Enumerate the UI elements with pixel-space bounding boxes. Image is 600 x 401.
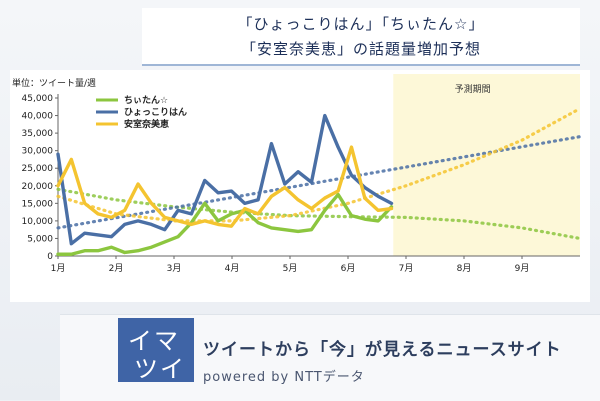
site-tagline: ツイートから「今」が見えるニュースサイト — [203, 340, 562, 360]
y-tick-label: 20,000 — [22, 182, 54, 192]
logo-text-line-1: イマ — [128, 327, 180, 355]
x-tick-label: 9月 — [515, 263, 530, 274]
x-tick-label: 2月 — [109, 263, 124, 274]
x-tick-label: 4月 — [225, 263, 240, 274]
x-tick-label: 7月 — [399, 263, 414, 274]
trend-line-1 — [56, 135, 582, 230]
y-tick-label: 0 — [47, 252, 53, 262]
y-tick-label: 10,000 — [22, 217, 54, 227]
series-line-0 — [56, 192, 394, 256]
y-tick-label: 35,000 — [22, 129, 54, 139]
page-title-line-2: 「安室奈美恵」の話題量増加予想 — [240, 40, 481, 58]
x-tick-label: 8月 — [457, 263, 472, 274]
legend-label-2: 安室奈美恵 — [124, 118, 169, 130]
y-tick-label: 30,000 — [22, 147, 54, 157]
x-tick-label: 1月 — [51, 263, 66, 274]
y-tick-label: 15,000 — [22, 199, 54, 209]
forecast-region — [393, 74, 580, 256]
title-box: 「ひょっこりはん」「ちぃたん☆」 「安室奈美恵」の話題量増加予想 — [142, 8, 580, 66]
y-tick-label: 40,000 — [22, 112, 54, 122]
x-tick-label: 6月 — [341, 263, 356, 274]
forecast-label: 予測期間 — [455, 83, 491, 95]
page-title-line-1: 「ひょっこりはん」「ちぃたん☆」 — [237, 15, 485, 33]
series-line-1 — [56, 113, 394, 246]
trend-line-2 — [56, 106, 582, 223]
x-tick-label: 5月 — [283, 263, 298, 274]
y-tick-label: 25,000 — [22, 164, 54, 174]
y-tick-label: 45,000 — [22, 94, 54, 104]
x-tick-label: 3月 — [167, 263, 182, 274]
legend-label-1: ひょっこりはん — [124, 107, 187, 118]
logo-text-line-2: ツイ — [134, 355, 186, 383]
series-line-2 — [56, 145, 394, 228]
chart-container: 予測期間 単位：ツイート量/週 0 5,000 10,000 15,000 20,000 25… — [10, 70, 590, 302]
powered-by-text: powered by NTTデータ — [203, 370, 365, 385]
line-chart: 予測期間 単位：ツイート量/週 0 5,000 10,000 15,000 20,000 25… — [10, 70, 590, 302]
imatsui-logo: イマ ツイ — [118, 318, 194, 383]
y-tick-label: 5,000 — [27, 234, 53, 244]
legend-label-0: ちぃたん☆ — [124, 95, 168, 106]
y-unit-label: 単位：ツイート量/週 — [12, 77, 96, 89]
